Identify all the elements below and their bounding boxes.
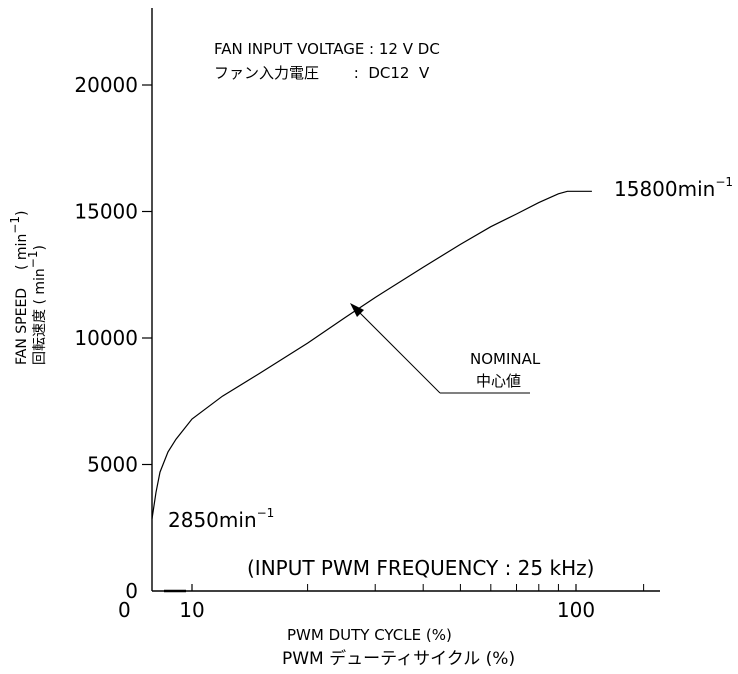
x-tick-label: 10 <box>179 598 204 622</box>
y-tick-label: 5000 <box>87 453 138 477</box>
end-label-exponent: −1 <box>715 175 733 189</box>
nominal-label-en: NOMINAL <box>470 350 541 368</box>
series-line <box>151 190 592 519</box>
svg-text:回転速度 ( min−1): 回転速度 ( min−1) <box>26 245 48 365</box>
y-axis-unit-en-exp: −1 <box>8 216 22 234</box>
y-axis-title-jp: 回転速度 ( min <box>32 268 48 365</box>
voltage-note-jp: ファン入力電圧 : DC12 V <box>214 64 430 82</box>
nominal-arrowhead <box>350 303 364 317</box>
end-label-text: 15800min <box>614 177 715 201</box>
svg-text:15800min−1: 15800min−1 <box>614 175 733 201</box>
frequency-note: (INPUT PWM FREQUENCY : 25 kHz) <box>247 556 594 580</box>
y-axis-title-jp-group: 回転速度 ( min−1) <box>26 245 48 365</box>
y-axis-unit-jp-close: ) <box>32 245 48 250</box>
x-ticks: 0 10 100 <box>118 584 645 622</box>
y-tick-label: 15000 <box>74 200 138 224</box>
start-label-exponent: −1 <box>257 506 275 520</box>
y-tick-label: 20000 <box>74 73 138 97</box>
end-point-label: 15800min−1 <box>614 175 733 201</box>
start-label-text: 2850min <box>168 508 257 532</box>
svg-text:( min−1): ( min−1) <box>8 211 30 270</box>
nominal-leader-line <box>351 304 441 394</box>
nominal-label-jp: 中心値 <box>476 372 521 390</box>
x-axis-title-en: PWM DUTY CYCLE (%) <box>287 626 452 644</box>
y-axis-unit-en: ( min <box>14 234 30 270</box>
x-tick-label: 100 <box>557 598 595 622</box>
y-axis-unit-en-close: ) <box>14 211 30 216</box>
x-axis-title-jp: PWM デューティサイクル (%) <box>282 648 515 669</box>
y-axis-title-en: FAN SPEED <box>14 288 30 365</box>
y-axis-title-en-group: FAN SPEED ( min−1) <box>8 211 30 365</box>
y-ticks: 0 5000 10000 15000 20000 <box>74 73 152 603</box>
y-axis-unit-jp-exp: −1 <box>26 251 40 269</box>
x-tick-label: 0 <box>118 598 131 622</box>
voltage-note-en: FAN INPUT VOLTAGE : 12 V DC <box>214 40 440 58</box>
y-tick-label: 0 <box>125 579 138 603</box>
y-tick-label: 10000 <box>74 326 138 350</box>
svg-text:2850min−1: 2850min−1 <box>168 506 274 532</box>
start-point-label: 2850min−1 <box>168 506 274 532</box>
